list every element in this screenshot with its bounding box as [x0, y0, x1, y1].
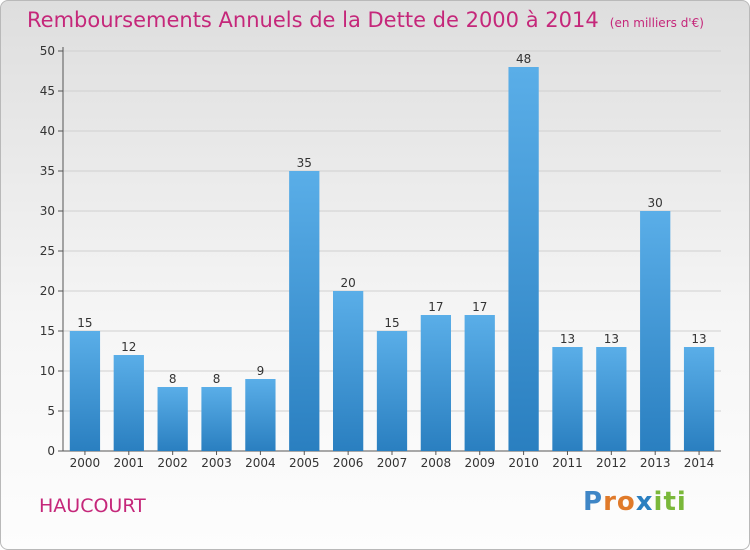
bar-2010: [508, 67, 539, 451]
bar-2001: [113, 355, 144, 451]
logo-letter: i: [653, 487, 664, 517]
value-label-2007: 15: [384, 316, 399, 330]
value-label-2003: 8: [213, 372, 221, 386]
title-row: Remboursements Annuels de la Dette de 20…: [27, 8, 704, 32]
x-tick-label-2013: 2013: [640, 456, 671, 470]
bar-2006: [332, 291, 364, 451]
x-tick-label-2005: 2005: [289, 456, 320, 470]
labels: 0 5 10 15 20 25 30 35 40 45 50 15 2000 12 2001 8 2002 8 20…: [40, 44, 715, 470]
value-label-2000: 15: [77, 316, 92, 330]
value-label-2010: 48: [516, 52, 531, 66]
y-tick-label: 5: [47, 404, 55, 418]
logo-letter: o: [616, 487, 636, 517]
value-label-2013: 30: [648, 196, 663, 210]
x-tick-label-2012: 2012: [596, 456, 627, 470]
x-tick-label-2008: 2008: [421, 456, 452, 470]
value-label-2002: 8: [169, 372, 177, 386]
bar-2007: [376, 331, 408, 451]
value-label-2012: 13: [604, 332, 619, 346]
y-tick-label: 30: [40, 204, 55, 218]
chart-unit-note: (en milliers d'€): [609, 16, 704, 30]
x-tick-label-2009: 2009: [464, 456, 495, 470]
x-tick-label-2011: 2011: [552, 456, 583, 470]
value-label-2004: 9: [257, 364, 265, 378]
x-tick-label-2003: 2003: [201, 456, 232, 470]
y-tick-label: 40: [40, 124, 55, 138]
x-tick-label-2007: 2007: [377, 456, 408, 470]
logo-letter: r: [603, 487, 617, 517]
y-tick-label: 35: [40, 164, 55, 178]
x-tick-label-2001: 2001: [114, 456, 145, 470]
y-tick-label: 45: [40, 84, 55, 98]
bars: [69, 67, 715, 451]
y-tick-label: 10: [40, 364, 55, 378]
y-tick-label: 15: [40, 324, 55, 338]
commune-name: HAUCOURT: [39, 495, 146, 517]
logo-letter: t: [663, 487, 677, 517]
bar-2012: [596, 347, 627, 451]
chart-title: Remboursements Annuels de la Dette de 20…: [27, 8, 599, 32]
y-tick-label: 25: [40, 244, 55, 258]
value-label-2006: 20: [340, 276, 355, 290]
bar-2000: [69, 331, 101, 451]
bar-2005: [289, 171, 320, 451]
bar-2011: [552, 347, 583, 451]
bar-2008: [420, 315, 452, 451]
bar-2003: [201, 387, 232, 451]
value-label-2009: 17: [472, 300, 487, 314]
x-tick-label-2014: 2014: [684, 456, 715, 470]
value-label-2005: 35: [297, 156, 312, 170]
bar-2013: [640, 211, 671, 451]
x-tick-label-2004: 2004: [245, 456, 276, 470]
logo-letter: P: [583, 487, 604, 517]
value-label-2001: 12: [121, 340, 136, 354]
y-tick-label: 50: [40, 44, 55, 58]
y-tick-label: 0: [47, 444, 55, 458]
bar-2004: [245, 379, 276, 451]
proxiti-logo: Proxiti: [583, 487, 687, 517]
x-tick-label-2002: 2002: [157, 456, 188, 470]
bar-2002: [157, 387, 188, 451]
logo-letter: i: [676, 487, 687, 517]
value-label-2011: 13: [560, 332, 575, 346]
logo-letter: x: [635, 487, 654, 517]
bar-2009: [464, 315, 495, 451]
bar-2014: [683, 347, 715, 451]
x-tick-label-2010: 2010: [508, 456, 539, 470]
value-label-2014: 13: [691, 332, 706, 346]
y-tick-label: 20: [40, 284, 55, 298]
x-tick-label-2000: 2000: [70, 456, 101, 470]
value-label-2008: 17: [428, 300, 443, 314]
x-tick-label-2006: 2006: [333, 456, 364, 470]
